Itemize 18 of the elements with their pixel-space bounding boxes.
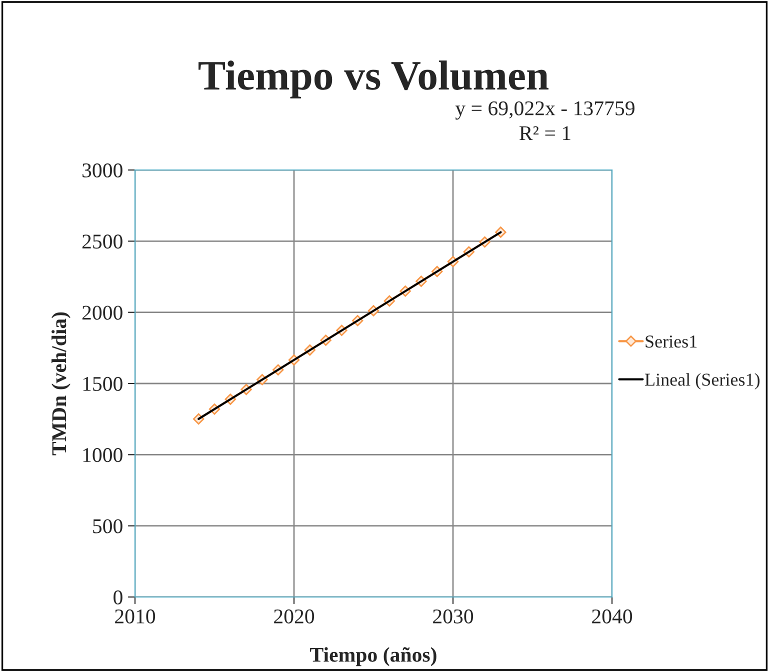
y-tick-label: 2000 xyxy=(82,306,122,320)
y-tick-label: 2500 xyxy=(82,234,122,249)
y-tick-label: 500 xyxy=(93,519,122,534)
chart-title: Tiempo vs Volumen xyxy=(198,60,548,98)
x-tick-label: 2030 xyxy=(433,609,474,624)
y-tick-label: 1000 xyxy=(83,448,122,462)
legend-label: Series1 xyxy=(646,336,697,348)
text: R² = 1 xyxy=(519,126,570,140)
x-axis-title: Tiempo (años) xyxy=(310,647,436,666)
y-axis-title: TMDn (veh/dia) xyxy=(52,312,70,456)
x-tick-label: 2020 xyxy=(274,609,314,624)
y-tick-label: 0 xyxy=(114,590,122,604)
text: y = 69,022x - 137759 xyxy=(455,101,634,120)
y-tick-label: 1500 xyxy=(83,376,122,391)
x-tick-label: 2040 xyxy=(592,609,632,624)
y-tick-label: 3000 xyxy=(82,163,122,178)
legend-label: Lineal (Series1) xyxy=(645,373,760,390)
x-tick-label: 2010 xyxy=(115,609,156,624)
